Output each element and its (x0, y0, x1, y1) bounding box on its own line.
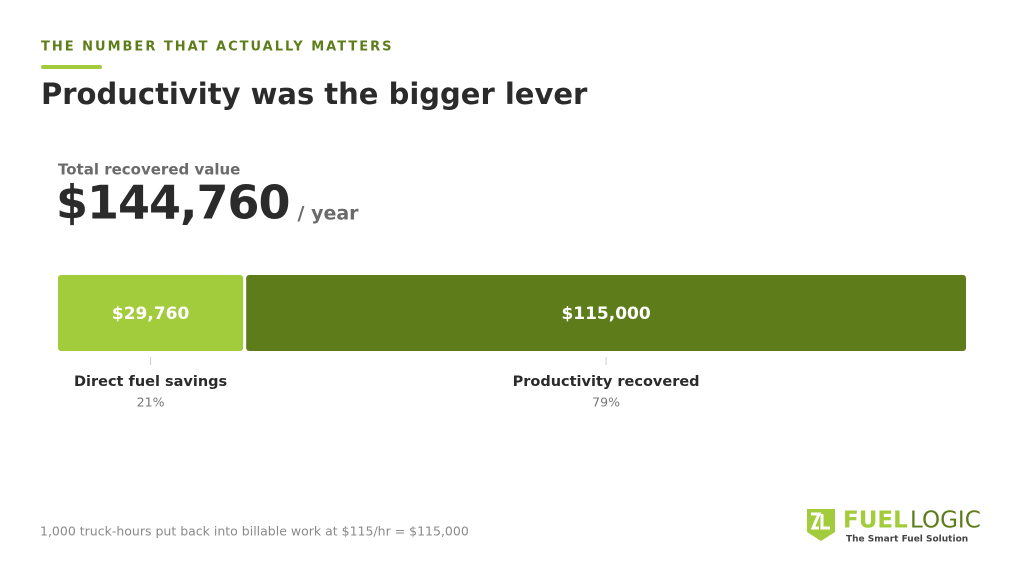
total-label: Total recovered value (58, 161, 240, 179)
logo-icon-mark (810, 512, 830, 530)
segment-value-label: $29,760 (112, 304, 190, 324)
kicker: THE NUMBER THAT ACTUALLY MATTERS (41, 40, 394, 55)
segment-name: Direct fuel savings (74, 374, 227, 390)
segment-share: 79% (592, 395, 620, 410)
footnote: 1,000 truck-hours put back into billable… (40, 524, 469, 539)
segment-share: 21% (137, 395, 165, 410)
total-unit: / year (298, 203, 360, 225)
segment-name: Productivity recovered (513, 374, 700, 390)
bar-segment (246, 275, 966, 351)
segment-value-label: $115,000 (561, 304, 650, 324)
kicker-underline (41, 65, 102, 69)
logo-word-2: LOGIC (910, 508, 981, 534)
title: Productivity was the bigger lever (41, 77, 588, 111)
logo-tagline: The Smart Fuel Solution (846, 535, 968, 545)
stacked-bar-chart: $29,760 Direct fuel savings 21% $115,000 Pro… (58, 275, 966, 410)
logo-word-1: FUEL (843, 508, 908, 534)
total-value: $144,760 (56, 176, 290, 230)
bar-segment (58, 275, 244, 351)
logo: FUEL LOGIC The Smart Fuel Solution (807, 508, 981, 545)
